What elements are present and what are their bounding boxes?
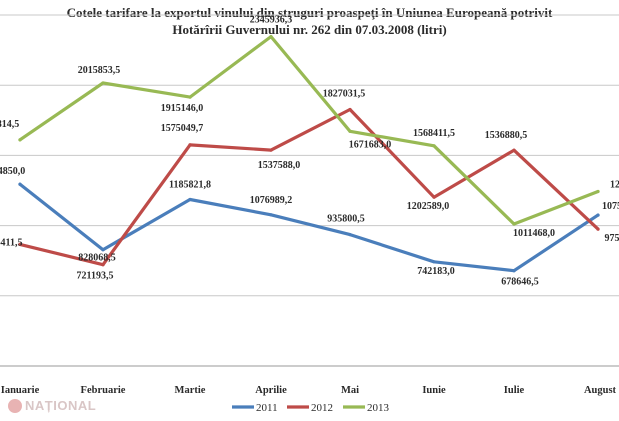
data-point-2012-4 bbox=[348, 107, 352, 112]
data-label-2012-0: 866411,5 bbox=[0, 237, 22, 248]
data-point-2013-0 bbox=[18, 138, 22, 142]
data-point-2013-2 bbox=[188, 95, 192, 99]
data-point-2011-0 bbox=[18, 182, 22, 186]
data-point-2013-7 bbox=[596, 189, 600, 194]
grid-layer bbox=[0, 14, 619, 367]
legend-label-2012: 2012 bbox=[311, 402, 333, 414]
data-label-2013-2: 1915146,0 bbox=[161, 103, 204, 114]
data-label-layer: 1294850,0 828068,5 1185821,8 1076989,2 93580… bbox=[0, 15, 619, 288]
data-point-2012-1 bbox=[101, 263, 105, 267]
series-layer bbox=[18, 34, 600, 273]
data-label-2012-4: 1827031,5 bbox=[323, 88, 366, 99]
x-tick-label-6: Iulie bbox=[504, 385, 525, 396]
x-axis: Ianuarie Februarie Martie Aprilie Mai Iunie Iu… bbox=[1, 385, 617, 396]
chart-title: Cotele tarifare la exportul vinului din … bbox=[0, 4, 619, 38]
watermark-logo: NAȚIONAL bbox=[8, 398, 96, 413]
legend-label-2013: 2013 bbox=[367, 402, 390, 414]
series-line-2011 bbox=[18, 182, 600, 273]
x-tick-label-1: Februarie bbox=[81, 385, 126, 396]
logo-icon bbox=[8, 398, 22, 413]
data-point-2013-1 bbox=[101, 81, 105, 85]
series-line-2012 bbox=[18, 107, 600, 267]
x-tick-label-0: Ianuarie bbox=[1, 385, 40, 396]
data-label-2011-5: 742183,0 bbox=[417, 266, 455, 277]
data-label-2013-0: 1610814,5 bbox=[0, 119, 19, 130]
data-label-2012-7: 975 bbox=[605, 233, 619, 244]
data-point-2013-5 bbox=[432, 144, 436, 148]
data-label-2013-7: 1243 bbox=[610, 179, 619, 190]
data-label-2011-1: 828068,5 bbox=[78, 253, 116, 264]
data-point-2013-3 bbox=[269, 35, 273, 39]
data-label-2013-6: 1011468,0 bbox=[513, 228, 555, 239]
data-point-2013-6 bbox=[512, 222, 516, 226]
x-tick-label-7: August bbox=[584, 385, 617, 396]
x-tick-label-5: Iunie bbox=[422, 385, 446, 396]
data-point-2012-5 bbox=[432, 195, 436, 199]
data-label-2011-6: 678646,5 bbox=[501, 277, 539, 288]
chart-title-line-2: Hotărîrii Guvernului nr. 262 din 07.03.2… bbox=[172, 22, 447, 37]
data-point-2012-0 bbox=[18, 242, 22, 246]
x-tick-label-3: Aprilie bbox=[255, 385, 287, 396]
chart-title-line-1: Cotele tarifare la exportul vinului din … bbox=[66, 5, 553, 20]
data-point-2011-5 bbox=[432, 260, 436, 264]
data-point-2012-7 bbox=[596, 227, 600, 231]
legend: 2011 2012 2013 bbox=[232, 402, 390, 414]
data-point-2013-4 bbox=[348, 129, 352, 133]
data-point-2012-3 bbox=[269, 148, 273, 152]
data-label-2012-6: 1536880,5 bbox=[485, 130, 528, 141]
data-label-2012-3: 1537588,0 bbox=[258, 160, 301, 171]
data-point-2011-1 bbox=[101, 248, 105, 252]
data-label-2012-2: 1575049,7 bbox=[161, 123, 204, 134]
data-label-2012-5: 1202589,0 bbox=[407, 201, 450, 212]
data-label-2011-3: 1076989,2 bbox=[250, 195, 293, 206]
data-point-2011-7 bbox=[596, 213, 600, 217]
data-label-2013-4: 1671683,0 bbox=[349, 139, 392, 150]
legend-label-2011: 2011 bbox=[256, 402, 278, 414]
data-point-2012-2 bbox=[188, 143, 192, 147]
data-point-2012-6 bbox=[512, 148, 516, 152]
data-label-2013-5: 1568411,5 bbox=[413, 128, 455, 139]
data-label-2011-0: 1294850,0 bbox=[0, 166, 25, 177]
x-tick-label-2: Martie bbox=[175, 385, 206, 396]
data-point-2011-4 bbox=[348, 233, 352, 237]
data-point-2011-2 bbox=[188, 197, 192, 202]
x-tick-label-4: Mai bbox=[341, 385, 359, 396]
watermark-text: NAȚIONAL bbox=[25, 398, 97, 413]
data-label-2013-3: 2345936,3 bbox=[250, 15, 293, 26]
data-label-2011-2: 1185821,8 bbox=[169, 180, 211, 191]
data-point-2011-3 bbox=[269, 213, 273, 217]
series-line-2013 bbox=[18, 34, 600, 226]
data-label-2013-1: 2015853,5 bbox=[78, 65, 121, 76]
data-label-2012-1: 721193,5 bbox=[77, 271, 114, 282]
data-label-2011-4: 935800,5 bbox=[327, 214, 365, 225]
data-label-2011-7: 1075 bbox=[602, 201, 619, 212]
data-point-2011-6 bbox=[512, 269, 516, 273]
